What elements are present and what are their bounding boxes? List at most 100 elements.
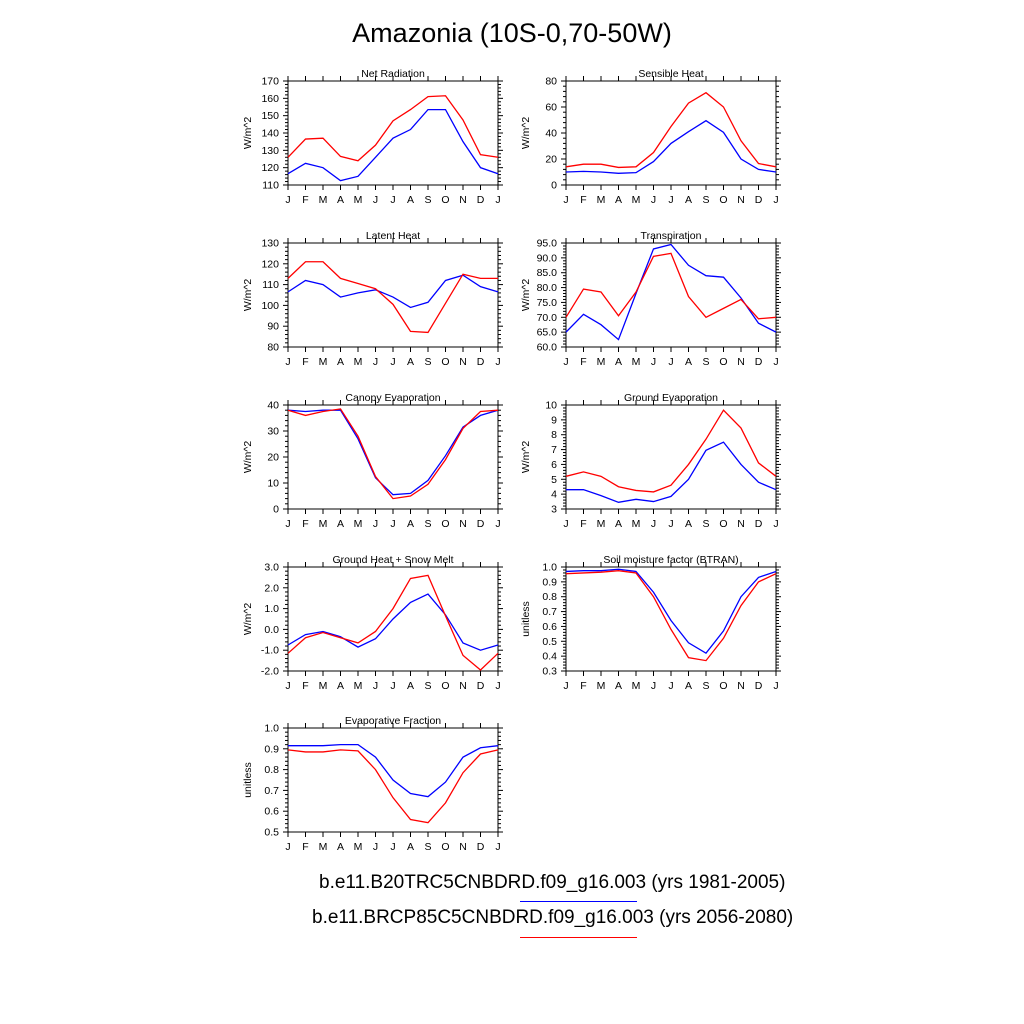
y-tick-label: 110	[262, 180, 279, 192]
y-tick-label: 110	[262, 279, 279, 291]
x-tick-label: D	[477, 356, 485, 368]
x-tick-label: J	[651, 194, 656, 206]
y-tick-label: 9	[551, 414, 557, 426]
x-tick-label: M	[354, 841, 363, 853]
y-tick-label: 5	[551, 474, 557, 486]
x-tick-label: J	[668, 194, 673, 206]
y-tick-label: 90	[267, 321, 279, 333]
x-tick-label: S	[424, 194, 431, 206]
y-tick-label: 1.0	[264, 603, 279, 615]
y-tick-label: 130	[261, 145, 279, 157]
y-tick-label: 4	[551, 489, 557, 501]
y-tick-label: 0	[551, 180, 557, 192]
y-tick-label: 7	[551, 444, 557, 456]
x-tick-label: M	[597, 356, 606, 368]
x-tick-label: N	[737, 680, 745, 692]
x-tick-label: A	[615, 356, 622, 368]
y-tick-label: 20	[545, 154, 557, 166]
x-tick-label: N	[737, 194, 745, 206]
x-tick-label: M	[597, 680, 606, 692]
x-tick-label: A	[337, 841, 344, 853]
x-tick-label: J	[285, 680, 290, 692]
y-tick-label: -1.0	[261, 645, 279, 657]
x-tick-label: N	[737, 356, 745, 368]
x-tick-label: J	[773, 356, 778, 368]
series-line-future	[565, 252, 777, 320]
x-tick-label: J	[563, 194, 568, 206]
x-tick-label: F	[580, 194, 586, 206]
y-tick-label: 0	[273, 504, 279, 516]
x-tick-label: N	[459, 194, 467, 206]
y-tick-label: 170	[261, 76, 279, 88]
chart-panel: Ground Heat + Snow Melt W/m^2 -2.0 -1.0 0.0 1…	[242, 554, 503, 692]
series-line-future	[287, 95, 499, 162]
x-tick-label: J	[651, 518, 656, 530]
x-tick-label: M	[319, 194, 328, 206]
series-line-future	[287, 749, 499, 824]
x-tick-label: M	[354, 194, 363, 206]
legend-line-series2	[520, 937, 637, 938]
panel-title: Ground Heat + Snow Melt	[332, 554, 453, 566]
x-tick-label: S	[424, 518, 431, 530]
x-tick-label: F	[302, 194, 308, 206]
x-tick-label: O	[719, 194, 727, 206]
legend-label-series2: b.e11.BRCP85C5CNBDRD.f09_g16.003 (yrs 20…	[312, 907, 794, 928]
y-tick-label: 100	[261, 300, 279, 312]
series-line-future	[287, 408, 499, 500]
x-tick-label: D	[755, 194, 763, 206]
x-tick-label: A	[407, 841, 414, 853]
panel-title: Soil moisture factor (BTRAN)	[603, 554, 738, 566]
x-tick-label: J	[390, 194, 395, 206]
x-tick-label: S	[702, 518, 709, 530]
x-tick-label: A	[407, 356, 414, 368]
x-tick-label: A	[615, 194, 622, 206]
y-tick-label: 8	[551, 429, 557, 441]
x-tick-label: M	[319, 680, 328, 692]
x-tick-label: M	[319, 518, 328, 530]
x-tick-label: S	[424, 680, 431, 692]
x-tick-label: M	[354, 518, 363, 530]
x-tick-label: J	[373, 518, 378, 530]
x-tick-label: S	[702, 194, 709, 206]
series-line-baseline	[565, 568, 777, 655]
x-tick-label: J	[285, 518, 290, 530]
y-axis-label: W/m^2	[520, 279, 532, 312]
y-axis-label: W/m^2	[242, 279, 254, 312]
x-tick-label: N	[459, 356, 467, 368]
y-tick-label: 10	[545, 400, 557, 412]
x-tick-label: F	[580, 680, 586, 692]
x-tick-label: J	[668, 680, 673, 692]
x-tick-label: J	[285, 841, 290, 853]
x-tick-label: F	[302, 518, 308, 530]
y-tick-label: 6	[551, 459, 557, 471]
x-tick-label: O	[441, 841, 449, 853]
x-tick-label: F	[302, 680, 308, 692]
chart-panel: Transpiration W/m^2 60.0 65.0 70.0 75.0 80.0 85…	[520, 230, 781, 368]
x-tick-label: S	[702, 680, 709, 692]
y-tick-label: 10	[267, 478, 279, 490]
x-tick-label: M	[632, 356, 641, 368]
x-tick-label: J	[651, 356, 656, 368]
x-tick-label: D	[477, 680, 485, 692]
x-tick-label: O	[441, 680, 449, 692]
x-tick-label: S	[424, 356, 431, 368]
y-tick-label: 95.0	[537, 238, 558, 250]
series-line-baseline	[287, 409, 499, 496]
x-tick-label: M	[319, 841, 328, 853]
y-axis-label: unitless	[242, 762, 254, 798]
y-tick-label: 3.0	[264, 562, 279, 574]
x-tick-label: J	[495, 680, 500, 692]
x-tick-label: J	[773, 194, 778, 206]
x-tick-label: M	[632, 518, 641, 530]
series-line-future	[287, 574, 499, 671]
panel-title: Sensible Heat	[638, 68, 703, 80]
panel-title: Canopy Evaporation	[345, 392, 440, 404]
y-tick-label: 0.5	[542, 636, 557, 648]
y-tick-label: -2.0	[261, 666, 279, 678]
x-tick-label: A	[615, 518, 622, 530]
